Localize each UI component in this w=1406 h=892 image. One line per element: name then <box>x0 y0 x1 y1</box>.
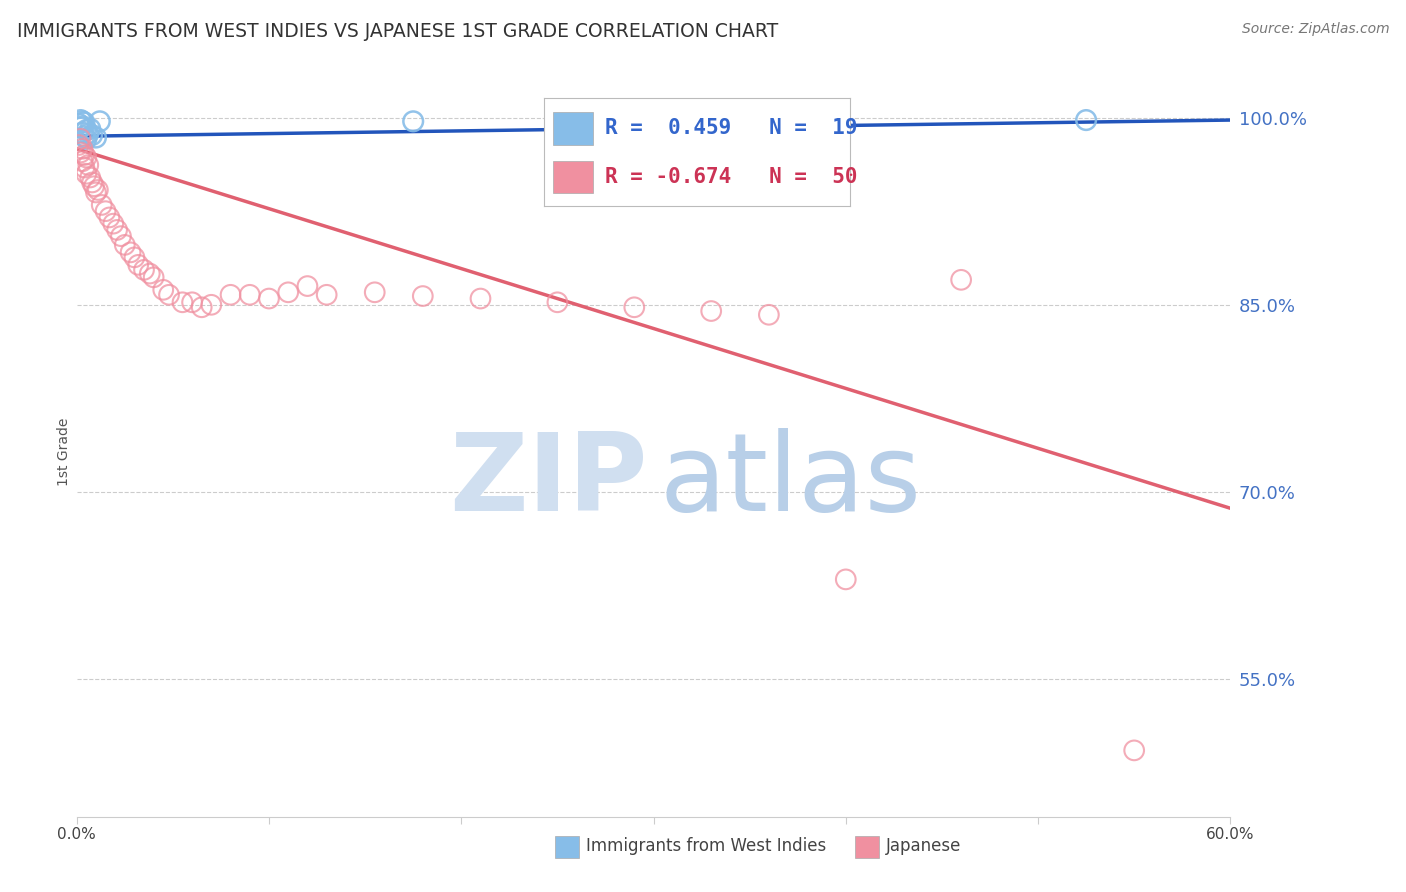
Point <box>152 283 174 297</box>
Point <box>257 292 280 306</box>
Point <box>75 123 97 137</box>
Point <box>94 204 117 219</box>
Point <box>73 129 96 144</box>
Point <box>83 179 105 194</box>
Point <box>364 285 387 300</box>
Point <box>315 287 337 301</box>
Point <box>103 217 125 231</box>
Point <box>470 292 492 306</box>
Point <box>84 186 107 200</box>
Point <box>89 114 111 128</box>
Text: Immigrants from West Indies: Immigrants from West Indies <box>586 837 827 855</box>
Point <box>73 115 96 129</box>
Point <box>277 285 299 300</box>
Point <box>700 304 723 318</box>
Point <box>72 126 94 140</box>
Point <box>73 161 96 175</box>
Point <box>110 229 132 244</box>
Text: 60.0%: 60.0% <box>1206 827 1254 841</box>
Point <box>82 176 104 190</box>
Point <box>1123 743 1146 757</box>
Point <box>72 120 94 134</box>
Point <box>402 114 425 128</box>
Point <box>79 121 101 136</box>
Point <box>79 170 101 185</box>
Point <box>120 245 142 260</box>
Point <box>1074 113 1097 128</box>
Point <box>72 154 94 169</box>
Point <box>142 270 165 285</box>
Point <box>758 308 780 322</box>
Point <box>950 273 973 287</box>
Point <box>623 300 645 314</box>
Point <box>200 298 222 312</box>
Point <box>69 120 91 135</box>
Point <box>75 167 97 181</box>
Point <box>190 300 212 314</box>
Text: Source: ZipAtlas.com: Source: ZipAtlas.com <box>1241 22 1389 37</box>
Text: Japanese: Japanese <box>886 837 962 855</box>
Point <box>67 117 90 131</box>
Point <box>72 142 94 156</box>
Point <box>98 211 121 225</box>
Point <box>181 295 204 310</box>
Point <box>700 126 723 140</box>
Point <box>157 287 180 301</box>
Point <box>69 145 91 160</box>
Point <box>127 258 149 272</box>
Text: atlas: atlas <box>659 427 921 533</box>
Point <box>77 158 100 172</box>
Point <box>219 287 242 301</box>
Point <box>75 132 97 146</box>
Point <box>412 289 434 303</box>
Y-axis label: 1st Grade: 1st Grade <box>58 417 72 485</box>
Point <box>82 128 104 142</box>
Point <box>87 183 110 197</box>
Point <box>73 148 96 162</box>
Point <box>297 279 319 293</box>
Point <box>69 113 91 128</box>
Point <box>84 130 107 145</box>
Text: ZIP: ZIP <box>450 427 648 533</box>
Point <box>139 267 162 281</box>
Point <box>77 127 100 141</box>
Point <box>603 120 626 134</box>
Point <box>72 114 94 128</box>
Point <box>239 287 262 301</box>
Point <box>75 151 97 165</box>
Point <box>90 198 112 212</box>
Point <box>67 138 90 153</box>
Text: 0.0%: 0.0% <box>58 827 96 841</box>
Point <box>105 223 128 237</box>
Point <box>69 132 91 146</box>
Point <box>546 295 568 310</box>
Point <box>835 573 858 587</box>
Text: IMMIGRANTS FROM WEST INDIES VS JAPANESE 1ST GRADE CORRELATION CHART: IMMIGRANTS FROM WEST INDIES VS JAPANESE … <box>17 22 778 41</box>
Point <box>172 295 194 310</box>
Point <box>114 238 136 252</box>
Point <box>132 263 155 277</box>
Point <box>124 251 146 265</box>
